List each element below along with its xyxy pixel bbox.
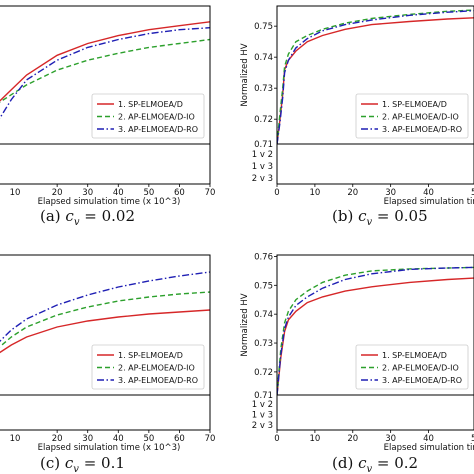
x-tick-label: 50 <box>143 434 154 444</box>
series-line-3 <box>277 266 474 395</box>
caption-c: (c) cv = 0.1 <box>40 454 125 474</box>
series-line-1 <box>0 21 210 102</box>
legend: 1. SP-ELMOEA/D 2. AP-ELMOEA/D-IO 3. AP-ELM… <box>91 344 205 390</box>
x-tick-label: 70 <box>205 188 216 198</box>
rank-row-label: 1 v 3 <box>252 162 273 172</box>
legend-label: 2. AP-ELMOEA/D-IO <box>118 364 195 373</box>
x-tick-label: 40 <box>113 434 124 444</box>
x-tick-label: 40 <box>423 188 434 198</box>
legend: 1. SP-ELMOEA/D 2. AP-ELMOEA/D-IO 3. AP-ELM… <box>91 93 205 139</box>
legend-label: 3. AP-ELMOEA/D-RO <box>118 376 198 385</box>
series-group <box>277 9 474 144</box>
x-axis-label: Elapsed simulation time (x 10^3) <box>38 197 181 207</box>
x-tick-label: 40 <box>113 188 124 198</box>
legend-box <box>355 344 469 390</box>
y-tick-label: 0.74 <box>254 310 273 320</box>
x-tick-label: 60 <box>174 434 185 444</box>
x-tick-label: 50 <box>143 188 154 198</box>
x-tick-label-partial: 10 <box>10 434 21 444</box>
plot-frame <box>276 254 474 396</box>
x-tick-label: 70 <box>205 434 216 444</box>
x-tick-label: 10 <box>309 188 320 198</box>
legend-label: 1. SP-ELMOEA/D <box>382 351 447 360</box>
rank-row-label: 1 v 2 <box>252 150 273 160</box>
x-tick-label: 20 <box>52 434 63 444</box>
rank-row-label: 2 v 3 <box>252 174 273 184</box>
x-tick-label: 0 <box>274 434 279 444</box>
x-tick-label: 20 <box>347 434 358 444</box>
legend-label: 1. SP-ELMOEA/D <box>382 100 447 109</box>
y-tick-label-partial: 0.71 <box>254 391 273 401</box>
caption-a: (a) cv = 0.02 <box>40 207 135 228</box>
series-line-1 <box>0 309 210 354</box>
legend-label: 2. AP-ELMOEA/D-IO <box>118 113 195 122</box>
legend-label: 3. AP-ELMOEA/D-RO <box>382 376 462 385</box>
legend: 1. SP-ELMOEA/D 2. AP-ELMOEA/D-IO 3. AP-ELM… <box>355 93 469 139</box>
x-tick-label: 30 <box>385 188 396 198</box>
x-axis-label: Elapsed simulation time (x 10^3) <box>38 443 181 453</box>
x-tick-label: 30 <box>82 188 93 198</box>
series-line-3 <box>277 10 474 144</box>
series-line-3 <box>0 27 210 120</box>
plot-frame <box>0 5 211 145</box>
legend-box <box>355 93 469 139</box>
x-tick-label-partial: 10 <box>10 188 21 198</box>
y-tick-label: 0.73 <box>254 339 273 349</box>
caption-d: (d) cv = 0.2 <box>332 454 418 474</box>
series-group <box>0 271 210 354</box>
series-line-3 <box>0 271 210 343</box>
y-tick-label-partial: 0.71 <box>254 140 273 150</box>
caption-b: (b) cv = 0.05 <box>332 207 428 228</box>
y-tick-label: 0.76 <box>254 252 273 262</box>
legend-label: 1. SP-ELMOEA/D <box>118 351 183 360</box>
x-tick-label-partial: 5 <box>471 188 474 198</box>
x-tick-label: 30 <box>82 434 93 444</box>
y-tick-label: 0.74 <box>254 53 273 63</box>
x-tick-label: 60 <box>174 188 185 198</box>
x-tick-label: 30 <box>385 434 396 444</box>
series-group <box>277 266 474 395</box>
series-line-2 <box>277 9 474 144</box>
legend-label: 2. AP-ELMOEA/D-IO <box>382 364 459 373</box>
y-tick-label: 0.73 <box>254 84 273 94</box>
panel-c-chart: 20 30 40 50 60 70 10 Elapsed simulation time (x… <box>0 254 216 453</box>
rank-row-label: 2 v 3 <box>252 421 273 431</box>
y-tick-label: 0.75 <box>254 281 273 291</box>
y-tick-label: 0.72 <box>254 368 273 378</box>
legend: 1. SP-ELMOEA/D 2. AP-ELMOEA/D-IO 3. AP-ELM… <box>355 344 469 390</box>
series-group <box>0 21 210 120</box>
legend-label: 1. SP-ELMOEA/D <box>118 100 183 109</box>
x-tick-label: 0 <box>274 188 279 198</box>
x-tick-label-partial: 5 <box>471 434 474 444</box>
plot-frame <box>276 5 474 145</box>
legend-label: 3. AP-ELMOEA/D-RO <box>382 125 462 134</box>
series-line-2 <box>0 38 210 103</box>
rank-row-label: 1 v 2 <box>252 400 273 410</box>
legend-box <box>91 344 205 390</box>
y-tick-label: 0.72 <box>254 115 273 125</box>
rank-row-label: 1 v 3 <box>252 411 273 421</box>
x-tick-label: 40 <box>423 434 434 444</box>
x-tick-label: 20 <box>347 188 358 198</box>
x-tick-label: 20 <box>52 188 63 198</box>
x-axis-label: Elapsed simulation time (x 10^3) <box>384 197 474 207</box>
plot-frame <box>0 254 211 396</box>
y-axis-label: Normalized HV <box>240 43 250 106</box>
legend-label: 3. AP-ELMOEA/D-RO <box>118 125 198 134</box>
series-line-2 <box>0 291 210 348</box>
legend-box <box>91 93 205 139</box>
y-axis-label: Normalized HV <box>240 293 250 356</box>
x-axis-label: Elapsed simulation time (x 10^3) <box>384 443 474 453</box>
x-tick-label: 10 <box>309 434 320 444</box>
legend-label: 2. AP-ELMOEA/D-IO <box>382 113 459 122</box>
panel-a-chart: 20 30 40 50 60 70 10 Elapsed simulation time (x… <box>0 5 216 207</box>
y-tick-label: 0.75 <box>254 22 273 32</box>
